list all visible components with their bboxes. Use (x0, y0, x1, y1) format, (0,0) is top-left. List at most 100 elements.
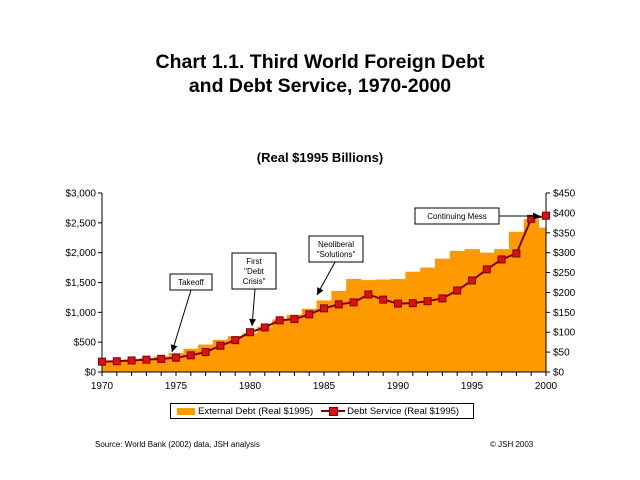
annotation-label: First "Debt Crisis" (243, 257, 266, 286)
left-tick-label: $1,500 (65, 278, 96, 289)
right-tick-label: $250 (553, 268, 576, 279)
annotation-arrowhead (249, 318, 257, 326)
debt-service-point (142, 355, 151, 364)
external-debt-bar (272, 319, 288, 372)
x-tick-label: 1995 (461, 381, 484, 392)
right-tick-label: $150 (553, 308, 576, 319)
external-debt-bar (361, 280, 377, 372)
annotation-arrowhead (317, 287, 324, 295)
external-debt-bar (449, 250, 466, 372)
right-tick-label: $50 (553, 348, 570, 359)
x-tick-label: 1975 (165, 381, 188, 392)
external-debt-bar (257, 326, 273, 372)
debt-service-point (542, 211, 550, 220)
debt-service-point (290, 315, 299, 324)
source-note: Source: World Bank (2002) data, JSH anal… (95, 440, 260, 449)
debt-service-point (408, 299, 417, 308)
external-debt-bar (509, 231, 525, 372)
debt-service-point (246, 328, 254, 337)
debt-service-point (468, 276, 476, 285)
debt-service-point (438, 294, 447, 303)
external-debt-bar (102, 361, 110, 372)
external-debt-bar (301, 308, 318, 372)
debt-service-point (112, 357, 121, 366)
debt-service-point (512, 249, 521, 258)
debt-service-point (127, 356, 136, 365)
left-tick-label: $2,000 (65, 248, 96, 259)
annotation-arrow (171, 289, 192, 353)
debt-service-point (482, 265, 491, 274)
annotation-box (308, 235, 364, 263)
debt-service-point (394, 299, 402, 308)
debt-service-point (275, 316, 284, 325)
debt-service-point (201, 348, 210, 357)
debt-service-point (334, 300, 343, 309)
debt-service-point (157, 354, 166, 363)
debt-service-point (172, 353, 180, 362)
x-tick-label: 2000 (535, 381, 558, 392)
external-debt-bar (479, 252, 495, 372)
x-tick-label: 1970 (91, 381, 114, 392)
debt-service-point (320, 304, 328, 313)
left-tick-label: $500 (74, 338, 97, 349)
annotation-label: Takeoff (178, 278, 204, 287)
x-tick-label: 1985 (313, 381, 336, 392)
legend-label-debt-service: Debt Service (Real $1995) (347, 405, 460, 417)
external-debt-bar (316, 300, 332, 372)
annotation-arrowhead (170, 344, 178, 352)
debt-service-point (423, 297, 432, 306)
debt-service-point (364, 290, 373, 299)
external-debt-bar (287, 314, 303, 372)
external-debt-bar (494, 249, 510, 372)
debt-service-point (216, 341, 225, 350)
debt-service-point (497, 255, 506, 264)
debt-service-point (186, 351, 195, 360)
external-debt-bar (420, 267, 436, 372)
left-tick-label: $3,000 (65, 189, 96, 200)
external-debt-bar (346, 278, 362, 372)
annotation-label: Continuing Mess (427, 212, 487, 221)
debt-service-point (453, 286, 462, 295)
legend-label-external-debt: External Debt (Real $1995) (198, 405, 314, 417)
copyright-note: © JSH 2003 (490, 440, 534, 449)
right-tick-label: $100 (553, 328, 576, 339)
left-tick-label: $2,500 (65, 218, 96, 229)
debt-service-point (260, 323, 269, 332)
debt-service-point (527, 214, 536, 223)
external-debt-bar (109, 360, 125, 372)
debt-service-point (379, 295, 388, 304)
external-debt-bar (242, 333, 258, 372)
right-tick-label: $350 (553, 228, 576, 239)
external-debt-bar (523, 219, 540, 372)
debt-service-point (98, 357, 106, 366)
right-tick-label: $300 (553, 248, 576, 259)
external-debt-bar (464, 249, 480, 372)
x-tick-label: 1990 (387, 381, 410, 392)
external-debt-bar (227, 336, 244, 372)
right-tick-label: $0 (553, 368, 565, 379)
chart-legend: External Debt (Real $1995) Debt Service … (170, 403, 474, 419)
left-tick-label: $1,000 (65, 308, 96, 319)
external-debt-bar (405, 271, 421, 372)
external-debt-bar (390, 278, 406, 372)
chart-title: Chart 1.1. Third World Foreign Debt and … (155, 51, 485, 97)
right-tick-label: $200 (553, 288, 576, 299)
debt-service-point (305, 310, 314, 319)
x-tick-label: 1980 (239, 381, 262, 392)
legend-swatch-debt-service (321, 406, 346, 416)
legend-swatch-external-debt (177, 407, 195, 415)
chart-subtitle: (Real $1995 Billions) (256, 150, 384, 165)
annotation-label: Neoliberal "Solutions" (317, 240, 356, 259)
right-tick-label: $400 (553, 208, 576, 219)
annotation-box (231, 252, 277, 290)
external-debt-bar (331, 290, 347, 372)
external-debt-bar (375, 279, 392, 372)
debt-service-point (349, 298, 358, 307)
external-debt-bar (435, 258, 451, 372)
annotation-arrowhead (533, 212, 540, 220)
debt-service-point (231, 336, 240, 345)
external-debt-bar (538, 227, 546, 372)
right-tick-label: $450 (553, 189, 576, 200)
left-tick-label: $0 (85, 368, 97, 379)
